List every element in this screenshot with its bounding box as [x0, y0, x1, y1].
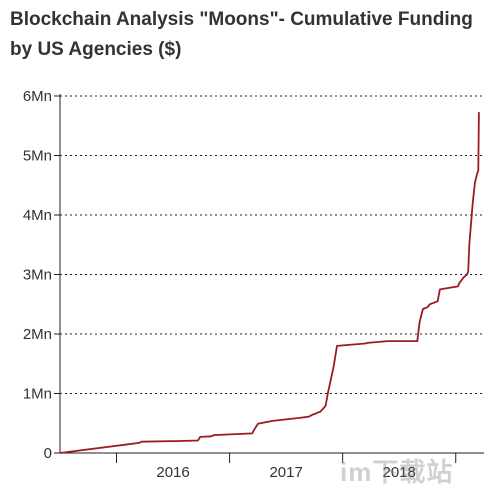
y-tick-label-1: 1Mn [23, 386, 52, 403]
y-tick-label-4: 4Mn [23, 207, 52, 224]
series-line-0 [59, 112, 480, 454]
grid-layer [60, 95, 484, 394]
x-tick-label-0: 2016 [156, 464, 189, 481]
y-tick-label-6: 6Mn [23, 88, 52, 105]
line-layer [59, 112, 480, 454]
y-tick-label-5: 5Mn [23, 148, 52, 165]
y-tick-label-3: 3Mn [23, 267, 52, 284]
x-tick-label-2: 2018 [383, 464, 416, 481]
watermark-logo: im下载站 [340, 457, 454, 487]
chart-title: Blockchain Analysis "Moons"- Cumulative … [10, 9, 473, 60]
x-tick-label-1: 2017 [269, 464, 302, 481]
label-layer: 0 1Mn 2Mn 3Mn 4Mn 5Mn 6Mn 2016 2017 2018 [23, 88, 416, 481]
y-tick-label-0: 0 [44, 445, 52, 462]
y-tick-label-2: 2Mn [23, 326, 52, 343]
axis-layer [54, 94, 484, 463]
